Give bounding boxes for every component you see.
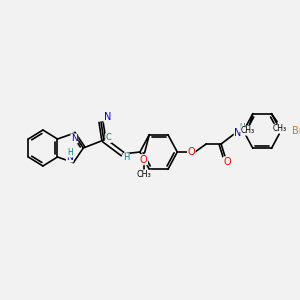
Text: N: N bbox=[66, 153, 73, 162]
Text: H: H bbox=[123, 154, 129, 163]
Text: N: N bbox=[71, 134, 78, 143]
Text: Br: Br bbox=[292, 126, 300, 136]
Text: N: N bbox=[234, 128, 242, 138]
Text: O: O bbox=[224, 157, 232, 167]
Text: CH₃: CH₃ bbox=[241, 126, 255, 135]
Text: O: O bbox=[188, 147, 195, 157]
Text: C: C bbox=[106, 134, 111, 142]
Text: CH₃: CH₃ bbox=[273, 124, 287, 133]
Text: CH₃: CH₃ bbox=[136, 170, 151, 179]
Text: O: O bbox=[140, 155, 148, 165]
Text: H: H bbox=[239, 122, 244, 131]
Text: N: N bbox=[104, 112, 111, 122]
Text: H: H bbox=[67, 148, 73, 157]
